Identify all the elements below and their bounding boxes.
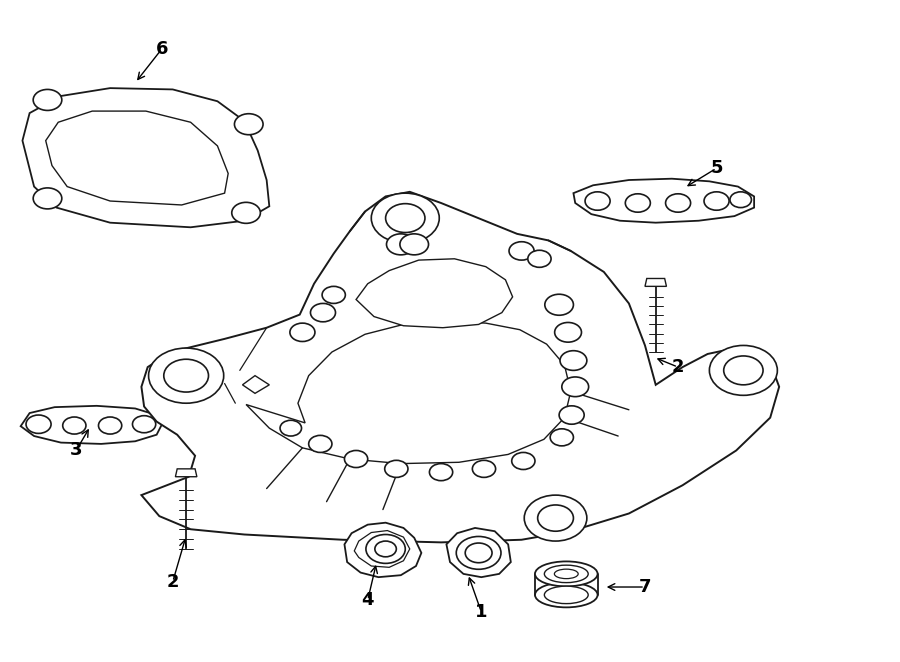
Circle shape: [626, 194, 651, 213]
Circle shape: [509, 242, 534, 260]
Ellipse shape: [544, 565, 589, 583]
Circle shape: [366, 534, 405, 563]
Circle shape: [26, 415, 51, 434]
Circle shape: [345, 450, 368, 467]
Text: 4: 4: [362, 591, 374, 609]
Circle shape: [232, 203, 260, 223]
Circle shape: [724, 356, 763, 385]
Text: 3: 3: [70, 442, 83, 459]
Polygon shape: [242, 375, 269, 393]
Polygon shape: [176, 469, 197, 477]
Circle shape: [280, 420, 302, 436]
Ellipse shape: [535, 583, 598, 607]
Polygon shape: [46, 111, 229, 205]
Circle shape: [63, 417, 86, 434]
Ellipse shape: [544, 586, 589, 604]
Circle shape: [310, 303, 336, 322]
Circle shape: [429, 463, 453, 481]
Circle shape: [456, 536, 501, 569]
Circle shape: [309, 436, 332, 452]
Polygon shape: [246, 321, 571, 463]
Circle shape: [322, 287, 346, 303]
Text: 7: 7: [639, 578, 652, 596]
Text: 6: 6: [156, 40, 168, 58]
Circle shape: [33, 89, 62, 111]
Text: 5: 5: [710, 159, 723, 177]
Circle shape: [562, 377, 589, 397]
Circle shape: [375, 541, 396, 557]
Circle shape: [472, 460, 496, 477]
Polygon shape: [345, 523, 421, 577]
Ellipse shape: [554, 569, 578, 579]
Circle shape: [164, 359, 209, 392]
Circle shape: [372, 193, 439, 243]
Circle shape: [585, 192, 610, 211]
Polygon shape: [22, 88, 269, 227]
Text: 2: 2: [671, 358, 684, 376]
Text: 2: 2: [166, 573, 179, 591]
Circle shape: [550, 429, 573, 446]
Circle shape: [666, 194, 690, 213]
Polygon shape: [356, 259, 513, 328]
Circle shape: [527, 250, 551, 267]
Polygon shape: [141, 192, 779, 542]
Circle shape: [33, 188, 62, 209]
Circle shape: [537, 505, 573, 531]
Circle shape: [560, 351, 587, 370]
Circle shape: [544, 294, 573, 315]
Circle shape: [559, 406, 584, 424]
Circle shape: [465, 543, 492, 563]
Circle shape: [524, 495, 587, 541]
Circle shape: [512, 452, 535, 469]
Circle shape: [730, 192, 752, 208]
Polygon shape: [573, 179, 754, 222]
Circle shape: [400, 234, 428, 255]
Circle shape: [384, 460, 408, 477]
Circle shape: [704, 192, 729, 211]
Polygon shape: [21, 406, 162, 444]
Circle shape: [98, 417, 122, 434]
Polygon shape: [645, 279, 667, 287]
Circle shape: [386, 234, 415, 255]
Circle shape: [709, 346, 778, 395]
Circle shape: [290, 323, 315, 342]
Circle shape: [554, 322, 581, 342]
Circle shape: [385, 204, 425, 232]
Polygon shape: [446, 528, 511, 577]
Ellipse shape: [535, 561, 598, 587]
Polygon shape: [355, 530, 410, 567]
Circle shape: [234, 114, 263, 135]
Text: 1: 1: [475, 603, 488, 621]
Circle shape: [148, 348, 224, 403]
Circle shape: [132, 416, 156, 433]
